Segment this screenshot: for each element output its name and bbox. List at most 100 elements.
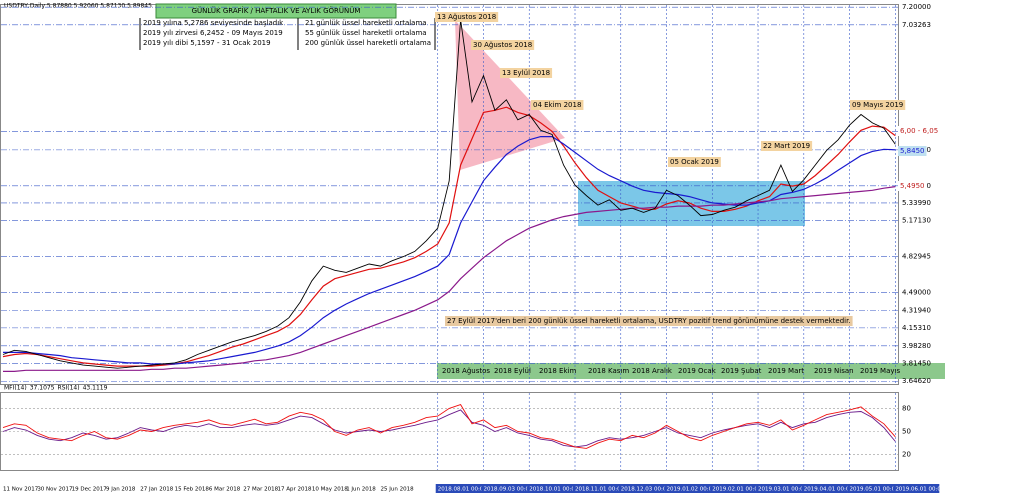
x-tick-label: 11 Nov 2017	[3, 487, 39, 493]
header-box	[155, 3, 397, 19]
month-label: 2018 Kasım	[588, 367, 629, 375]
annotation-bg	[668, 157, 721, 167]
x-tick-label: 2018.08.01 00:00	[438, 487, 488, 493]
annotation-bg	[471, 40, 535, 50]
month-label: 2019 Ocak	[678, 367, 717, 375]
date-label-bg	[573, 484, 619, 493]
y-tick-label: 4.31940	[902, 306, 931, 314]
x-tick-label: 2018.09.03 00:00	[483, 487, 533, 493]
annotation: 13 Ağustos 2018	[437, 13, 496, 21]
x-tick-label: 30 Nov 2017	[37, 487, 73, 493]
annotation: 13 Eylül 2018	[502, 69, 550, 77]
indicator-label: 43.1119	[83, 385, 108, 392]
x-tick-label: 9 Jan 2018	[106, 487, 136, 493]
x-tick-label: 27 Jan 2018	[140, 487, 173, 493]
date-label-bg	[435, 484, 482, 493]
y-tick-label: 80	[902, 404, 911, 412]
x-tick-label: 2019.06.01 00:00	[895, 487, 945, 493]
y-tick-label: 4.82945	[902, 253, 931, 261]
x-tick-label: 2019.02.01 00:00	[712, 487, 762, 493]
x-tick-label: 17 Apr 2018	[278, 487, 313, 493]
x-tick-label: 10 May 2018	[312, 487, 348, 493]
y-tick-label: 20	[902, 451, 911, 459]
date-label-bg	[527, 484, 574, 493]
x-tick-label: 2019.05.01 00:00	[850, 487, 900, 493]
series-line	[2, 409, 896, 448]
y-tick-label: 3.64620	[902, 377, 931, 385]
x-tick-label: 19 Dec 2017	[72, 487, 108, 493]
level-label: 5,4950	[900, 182, 925, 190]
comment: 27 Eylül 2017'den beri 200 günlük üssel …	[447, 317, 851, 325]
note: 2019 yılına 5,2786 seviyesinde başladık	[143, 19, 284, 27]
note: 2019 yılı zirvesi 6,2452 - 09 Mayıs 2019	[143, 29, 283, 37]
y-tick-label: 5.33990	[902, 199, 931, 207]
date-label-bg	[664, 484, 711, 493]
x-tick-label: 2019.04.01 00:00	[804, 487, 854, 493]
x-tick-label: 2018.10.01 00:00	[529, 487, 579, 493]
date-label-bg	[847, 484, 894, 493]
y-tick-label: 3.81450	[902, 360, 931, 368]
indicator-label: RSI(14)	[58, 385, 80, 392]
month-label: 2018 Ekim	[539, 367, 576, 375]
y-tick-label: 50	[902, 428, 911, 436]
x-tick-label: 2018.11.01 00:00	[575, 487, 625, 493]
month-label: 2019 Mayıs	[860, 367, 900, 375]
level-label-bg	[898, 181, 927, 191]
y-tick-label: 3.98280	[902, 342, 931, 350]
legend-entry: 55 günlük üssel hareketli ortalama	[305, 29, 427, 37]
legend-entry: 21 günlük üssel hareketli ortalama	[305, 19, 427, 27]
annotation-bg	[435, 12, 499, 22]
annotation-bg	[500, 68, 553, 78]
x-tick-label: 1 Jun 2018	[346, 487, 376, 493]
indicator-panel	[0, 392, 899, 471]
level-label: 5,8450	[900, 147, 925, 155]
x-tick-label: 6 Mar 2018	[209, 487, 241, 493]
level-label-bg	[898, 146, 927, 156]
annotation-bg	[761, 141, 813, 151]
month-label: 2019 Şubat	[721, 367, 762, 375]
annotation-bg	[531, 100, 584, 110]
annotation: 09 Mayıs 2019	[852, 101, 903, 109]
date-label-bg	[801, 484, 848, 493]
y-tick-label: 7.03263	[902, 21, 931, 29]
indicator-label: 37.1075	[30, 385, 55, 392]
level-label-bg	[898, 126, 941, 136]
indicator-label: MFI(14)	[4, 385, 27, 392]
level-label: 6,00 - 6,05	[900, 127, 938, 135]
series-line	[2, 106, 896, 367]
series-line	[2, 404, 896, 449]
triangle-pattern	[455, 20, 565, 170]
date-label-bg	[893, 484, 940, 493]
legend-entry: 200 günlük üssel hareketli ortalama	[305, 39, 431, 47]
x-tick-label: 25 Jun 2018	[381, 487, 415, 493]
month-label: 2018 Aralık	[632, 367, 673, 375]
series-line	[3, 136, 896, 365]
note: 2019 yılı dibi 5,1597 - 31 Ocak 2019	[143, 39, 271, 47]
month-label: 2018 Ağustos	[442, 367, 490, 375]
x-tick-label: 2018.12.03 00:00	[621, 487, 671, 493]
date-label-bg	[710, 484, 757, 493]
annotation: 05 Ocak 2019	[670, 158, 719, 166]
series-line	[2, 19, 896, 369]
y-tick-label: 7.20000	[902, 3, 931, 11]
x-tick-label: 15 Feb 2018	[175, 487, 210, 493]
date-label-bg	[756, 484, 803, 493]
main-panel	[0, 4, 899, 385]
month-band	[437, 363, 945, 379]
date-label-bg	[618, 484, 665, 493]
y-tick-label: 4.15310	[902, 324, 931, 332]
chart-subtitle: GÜNLÜK GRAFİK / HAFTALIK VE AYLIK GÖRÜNÜ…	[192, 6, 361, 15]
annotation: 04 Ekim 2018	[533, 101, 581, 109]
annotation-bg	[850, 100, 906, 110]
x-tick-label: 2019.01.02 00:00	[667, 487, 717, 493]
y-tick-label: 5.17130	[902, 217, 931, 225]
y-tick-label: 4.49000	[902, 288, 931, 296]
month-label: 2019 Nisan	[814, 367, 854, 375]
series-line	[3, 186, 896, 372]
date-label-bg	[481, 484, 528, 493]
month-label: 2019 Mart	[768, 367, 804, 375]
comment-bg	[445, 316, 853, 326]
x-tick-label: 2019.03.01 00:00	[758, 487, 808, 493]
annotation: 30 Ağustos 2018	[473, 41, 532, 49]
